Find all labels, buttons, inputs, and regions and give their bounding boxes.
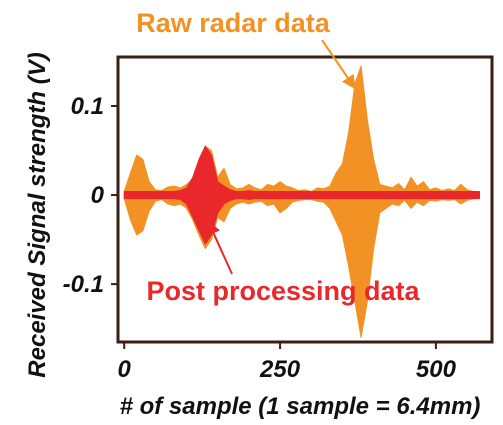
annotations: Raw radar data Post processing data: [136, 8, 420, 306]
y-axis-label: Received Signal strength (V): [24, 52, 51, 377]
y-tick-label: 0: [91, 182, 105, 209]
post-processing-data-annotation: Post processing data: [146, 276, 420, 306]
x-tick-label: 250: [259, 356, 301, 383]
post-processing-data-arrow: [207, 220, 233, 275]
x-tick-label: 500: [416, 356, 457, 383]
series-layer: [123, 65, 480, 338]
x-axis-label: # of sample (1 sample = 6.4mm): [120, 393, 481, 420]
series-post-processing-data: [123, 145, 480, 245]
x-tick-label: 0: [118, 356, 132, 383]
y-tick-label: 0.1: [71, 93, 104, 120]
plot-frame: [116, 55, 494, 344]
y-axis: 0.1 0 -0.1: [63, 93, 118, 298]
x-axis: 0 250 500: [118, 342, 457, 383]
y-tick-label: -0.1: [63, 271, 104, 298]
raw-radar-data-arrow: [321, 39, 356, 90]
raw-radar-data-annotation: Raw radar data: [136, 8, 331, 38]
